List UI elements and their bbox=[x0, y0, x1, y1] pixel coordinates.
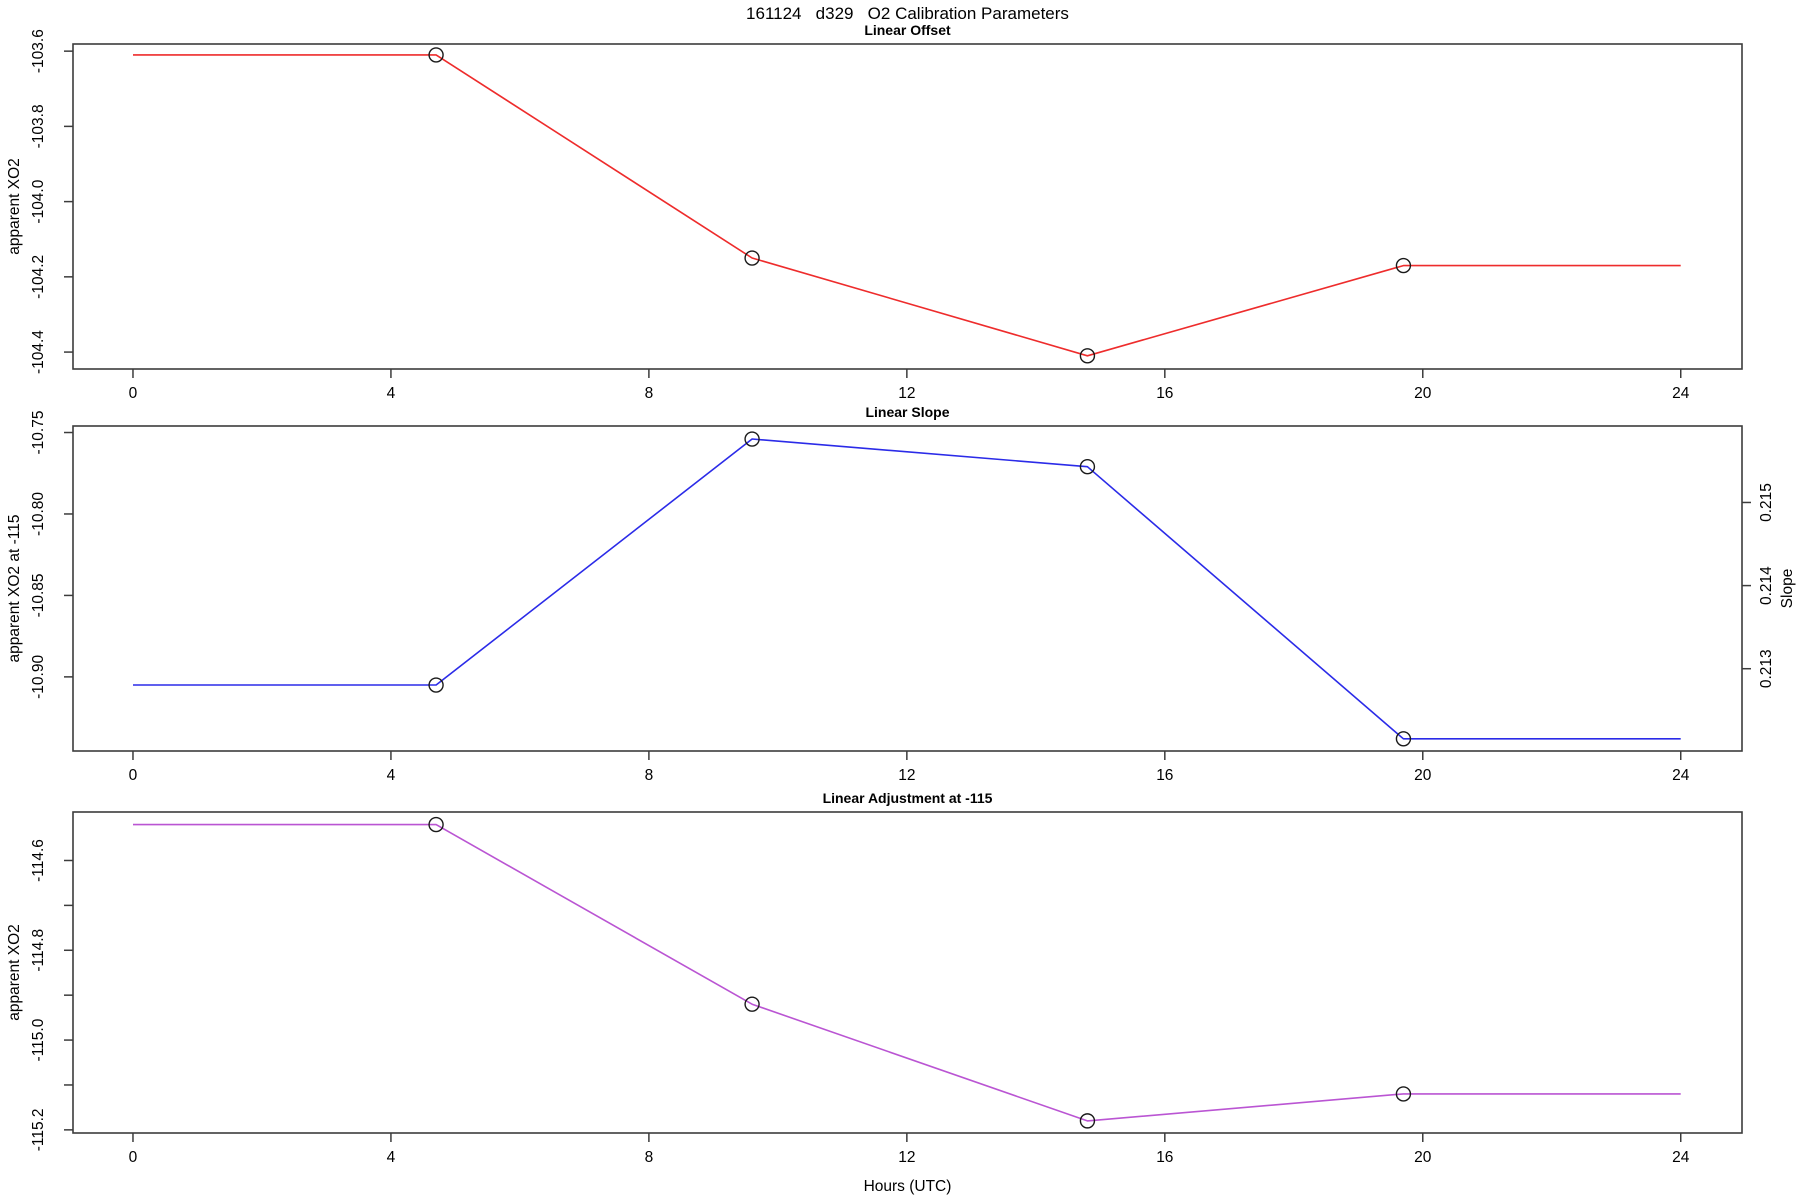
x-tick-label: 24 bbox=[1672, 767, 1690, 784]
y-tick-label: -104.2 bbox=[30, 255, 47, 299]
panel-box bbox=[72, 811, 1743, 1134]
y-tick-label: -10.80 bbox=[30, 492, 47, 536]
x-axis-label: Hours (UTC) bbox=[864, 1178, 952, 1195]
x-tick-label: 12 bbox=[898, 767, 915, 784]
x-tick-label: 20 bbox=[1414, 385, 1432, 402]
panel-title: Linear Slope bbox=[865, 404, 949, 420]
linear-slope-line bbox=[133, 438, 1681, 740]
linear-offset-marker bbox=[1079, 348, 1096, 364]
linear-adjustment-line bbox=[133, 823, 1681, 1122]
y-tick-label: -115.0 bbox=[30, 1018, 47, 1061]
x-tick-label: 4 bbox=[387, 385, 396, 402]
right-y-tick-label: 0.215 bbox=[1758, 483, 1775, 522]
linear-offset-line bbox=[133, 54, 1681, 357]
y-tick-label: -104.4 bbox=[30, 330, 47, 374]
right-y-tick-label: 0.213 bbox=[1758, 649, 1775, 688]
y-tick-label: -103.8 bbox=[30, 104, 47, 148]
linear-adjustment-marker bbox=[1079, 1113, 1096, 1129]
x-tick-label: 16 bbox=[1156, 767, 1173, 784]
figure-main-title: 161124 d329 O2 Calibration Parameters bbox=[746, 4, 1069, 23]
linear-adjustment-marker bbox=[428, 816, 444, 833]
x-tick-label: 0 bbox=[129, 385, 138, 402]
y-tick-label: -114.8 bbox=[30, 929, 47, 972]
x-tick-label: 8 bbox=[645, 1149, 654, 1166]
linear-offset-marker bbox=[1395, 257, 1412, 274]
x-tick-label: 8 bbox=[645, 385, 654, 402]
y-axis-label: apparent XO2 bbox=[6, 924, 23, 1021]
x-tick-label: 16 bbox=[1156, 385, 1173, 402]
y-tick-label: -10.85 bbox=[30, 573, 47, 617]
x-tick-label: 24 bbox=[1672, 385, 1690, 402]
linear-adjustment-marker bbox=[744, 996, 760, 1012]
y-axis-label: apparent XO2 bbox=[6, 158, 23, 255]
y-tick-label: -114.6 bbox=[30, 839, 47, 882]
linear-slope-marker bbox=[744, 431, 760, 447]
panel-title: Linear Offset bbox=[864, 22, 951, 38]
x-tick-label: 0 bbox=[129, 767, 138, 784]
y-axis-label: apparent XO2 at -115 bbox=[6, 515, 23, 663]
y-tick-label: -10.90 bbox=[30, 655, 47, 699]
x-tick-label: 20 bbox=[1414, 1149, 1432, 1166]
x-tick-label: 12 bbox=[898, 385, 915, 402]
x-tick-label: 8 bbox=[645, 767, 654, 784]
right-y-tick-label: 0.214 bbox=[1758, 566, 1775, 605]
panel-title: Linear Adjustment at -115 bbox=[823, 790, 993, 806]
panel-box bbox=[72, 425, 1743, 752]
linear-offset-marker bbox=[744, 250, 760, 266]
panel-box bbox=[72, 43, 1743, 370]
linear-slope-marker bbox=[428, 677, 444, 693]
x-tick-label: 0 bbox=[129, 1149, 138, 1166]
linear-slope-marker bbox=[1395, 731, 1412, 747]
x-tick-label: 24 bbox=[1672, 1149, 1690, 1166]
x-tick-label: 4 bbox=[387, 1149, 396, 1166]
y-tick-label: -104.0 bbox=[30, 179, 47, 223]
linear-offset-marker bbox=[428, 47, 444, 63]
right-axis-label: Slope bbox=[1779, 569, 1796, 609]
linear-slope-marker bbox=[1079, 459, 1096, 475]
x-tick-label: 12 bbox=[898, 1149, 915, 1166]
y-tick-label: -10.75 bbox=[30, 411, 47, 455]
linear-adjustment-marker bbox=[1395, 1086, 1412, 1102]
y-tick-label: -103.6 bbox=[30, 29, 47, 73]
x-tick-label: 16 bbox=[1156, 1149, 1173, 1166]
y-tick-label: -115.2 bbox=[30, 1108, 47, 1151]
x-tick-label: 20 bbox=[1414, 767, 1432, 784]
x-tick-label: 4 bbox=[387, 767, 396, 784]
